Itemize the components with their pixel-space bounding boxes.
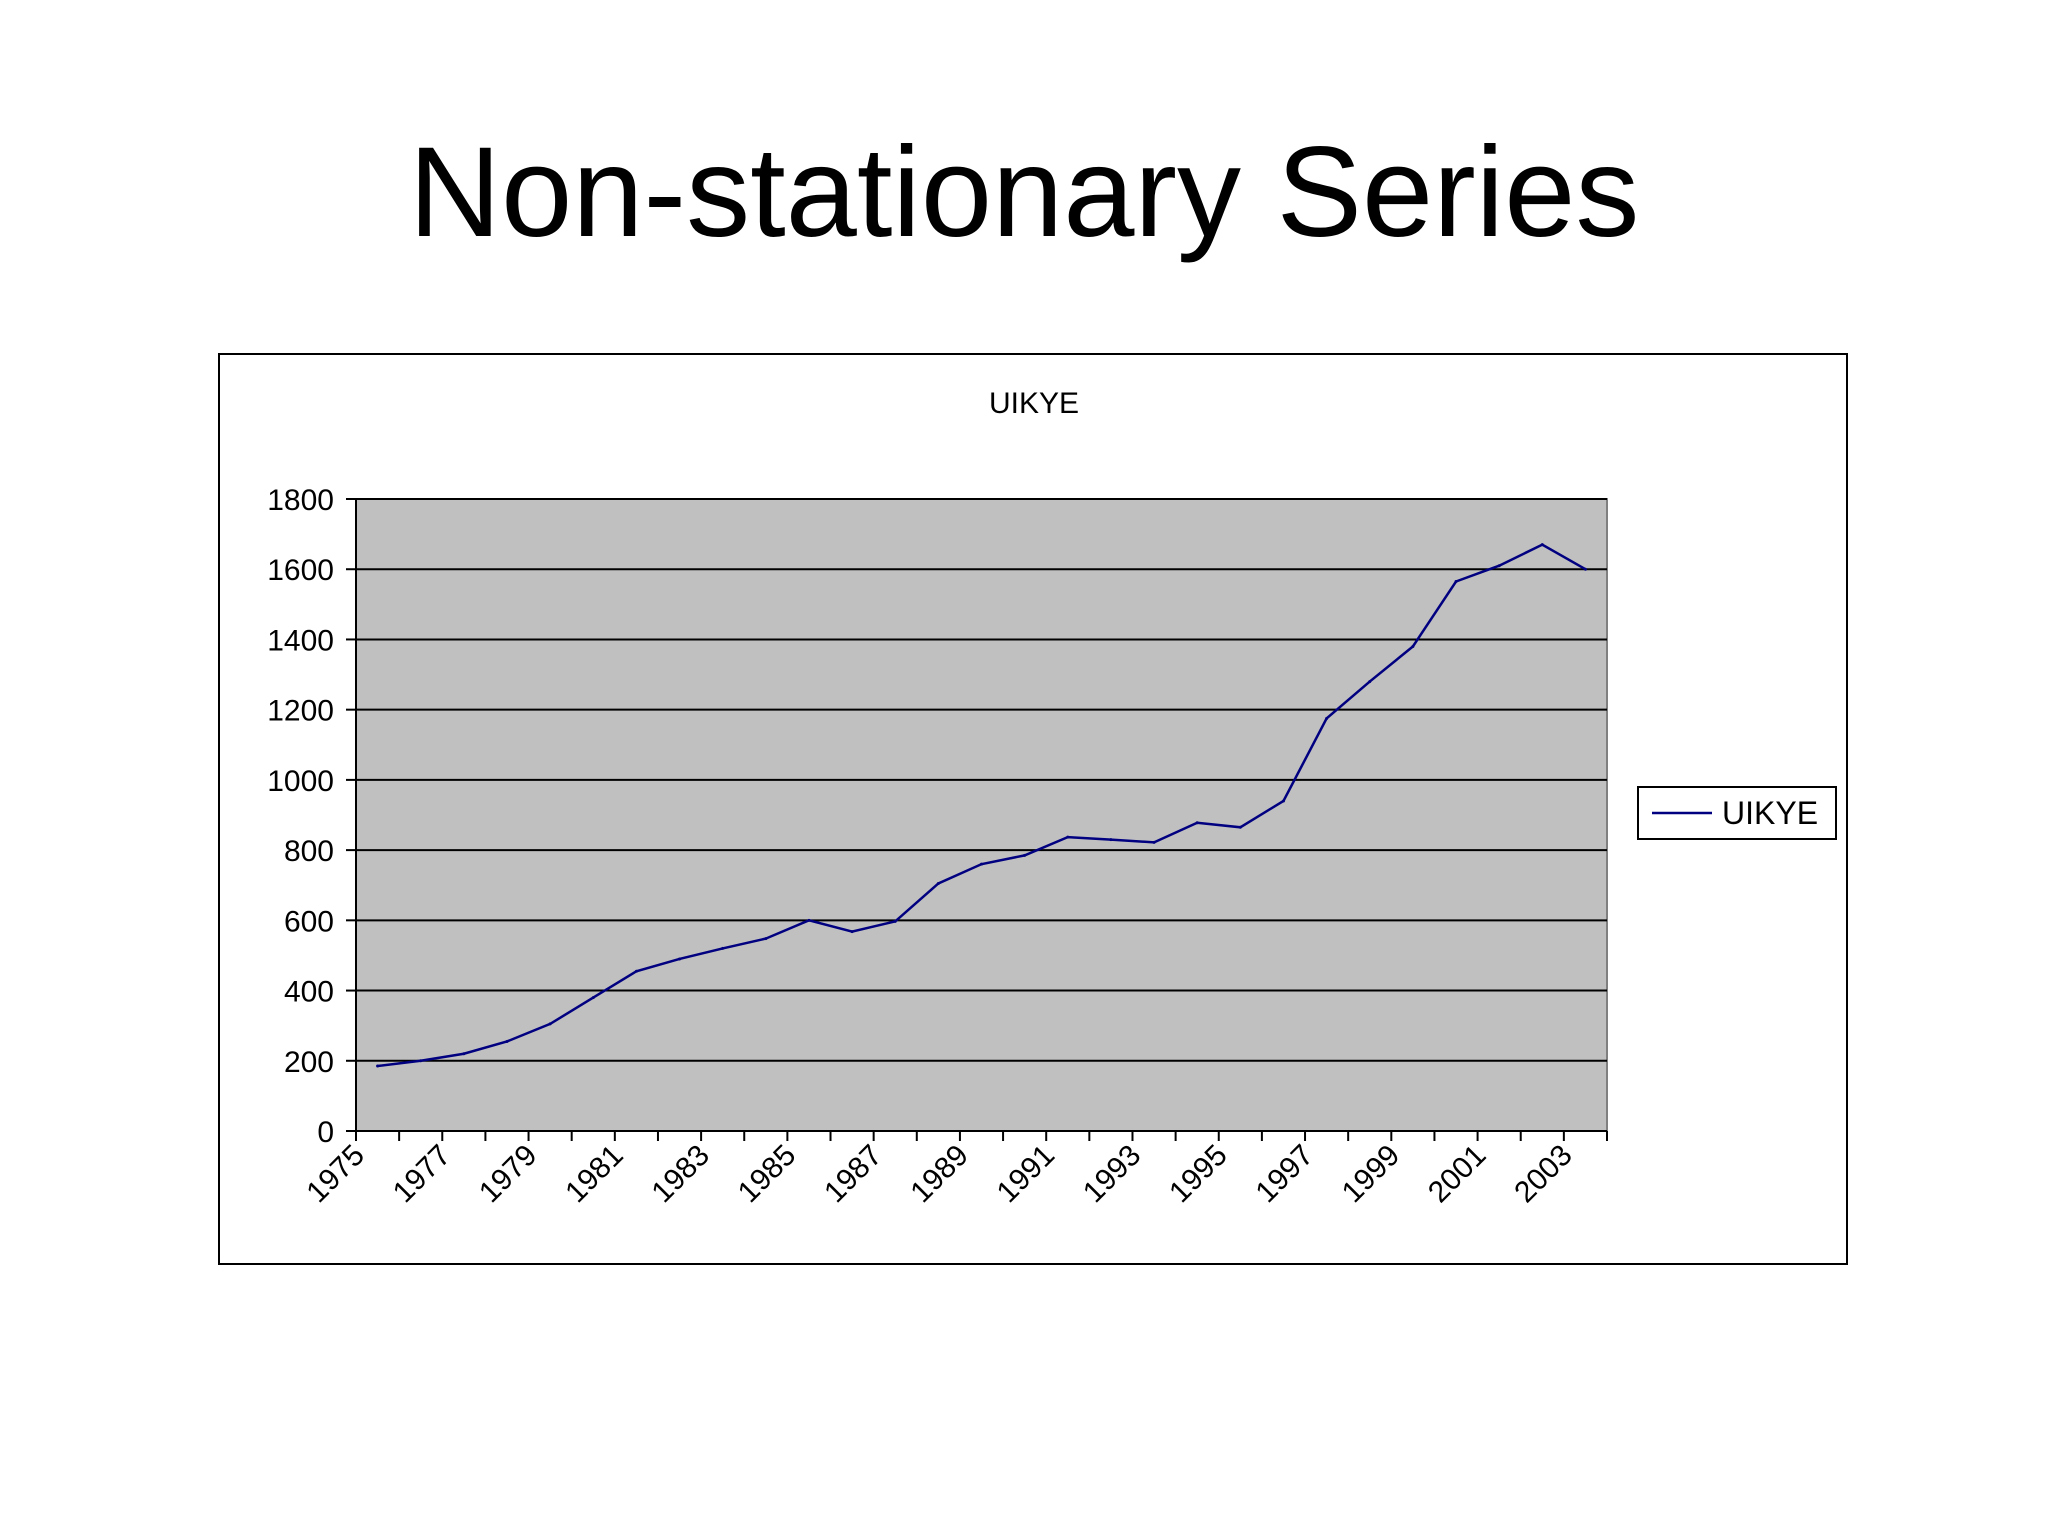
data-point	[1238, 825, 1242, 829]
x-tick-label: 1991	[991, 1139, 1062, 1210]
y-tick-label: 600	[284, 905, 334, 938]
y-tick-label: 1000	[267, 765, 334, 798]
plot-background	[355, 498, 1608, 1132]
data-point	[807, 918, 811, 922]
x-tick-label: 1975	[300, 1139, 371, 1210]
data-point	[1109, 838, 1113, 842]
data-point	[419, 1059, 423, 1063]
data-point	[1195, 821, 1199, 825]
data-point	[1540, 543, 1544, 547]
data-point	[980, 862, 983, 866]
y-tick-label: 1800	[267, 484, 334, 517]
data-point	[764, 937, 768, 941]
x-tick-label: 1989	[904, 1139, 975, 1210]
x-tick-label: 1979	[473, 1139, 544, 1210]
x-tick-label: 1983	[646, 1139, 717, 1210]
legend-label: UIKYE	[1722, 795, 1818, 831]
data-point	[591, 996, 595, 1000]
x-tick-label: 1993	[1077, 1139, 1148, 1210]
x-tick-label: 1995	[1163, 1139, 1234, 1210]
data-point	[1281, 799, 1285, 803]
line-chart: UIKYE 0 200 400 600 800 1000 1200 1400 1600 1800 1…	[267, 387, 1837, 1210]
data-point	[1497, 564, 1501, 568]
x-tick-label: 2001	[1422, 1139, 1493, 1210]
x-tick-label: 1987	[818, 1139, 889, 1210]
data-point	[1454, 580, 1458, 584]
data-point	[634, 969, 638, 973]
x-tick-label: 1981	[559, 1139, 630, 1210]
legend: UIKYE	[1637, 786, 1837, 840]
data-point	[376, 1064, 380, 1068]
data-point	[893, 919, 897, 923]
y-tick-label: 1400	[267, 624, 334, 657]
chart-title: UIKYE	[989, 387, 1079, 420]
data-point	[678, 957, 682, 961]
data-point	[1583, 567, 1587, 571]
data-point	[1325, 716, 1329, 720]
x-tick-label: 1985	[732, 1139, 803, 1210]
y-tick-label: 1200	[267, 695, 334, 728]
data-point	[1023, 853, 1027, 857]
y-tick-label: 200	[284, 1046, 334, 1079]
data-point	[850, 930, 854, 934]
data-point	[462, 1052, 466, 1056]
data-point	[1411, 644, 1415, 648]
x-tick-label: 1977	[387, 1139, 458, 1210]
x-tick-label: 2003	[1508, 1139, 1579, 1210]
y-tick-label: 0	[317, 1116, 334, 1149]
y-tick-label: 800	[284, 835, 334, 868]
data-point	[936, 881, 940, 885]
data-point	[548, 1022, 552, 1026]
chart-frame: UIKYE 0 200 400 600 800 1000 1200 1400 1600 1800 1…	[218, 353, 1848, 1265]
data-point	[505, 1039, 509, 1043]
x-tick-label: 1997	[1249, 1139, 1320, 1210]
slide-title: Non-stationary Series	[408, 121, 1640, 264]
data-point	[1152, 840, 1156, 844]
data-point	[1368, 680, 1372, 684]
x-tick-label: 1999	[1336, 1139, 1407, 1210]
data-point	[721, 946, 725, 950]
data-point	[1066, 835, 1070, 839]
y-tick-label: 400	[284, 976, 334, 1009]
y-tick-label: 1600	[267, 554, 334, 587]
